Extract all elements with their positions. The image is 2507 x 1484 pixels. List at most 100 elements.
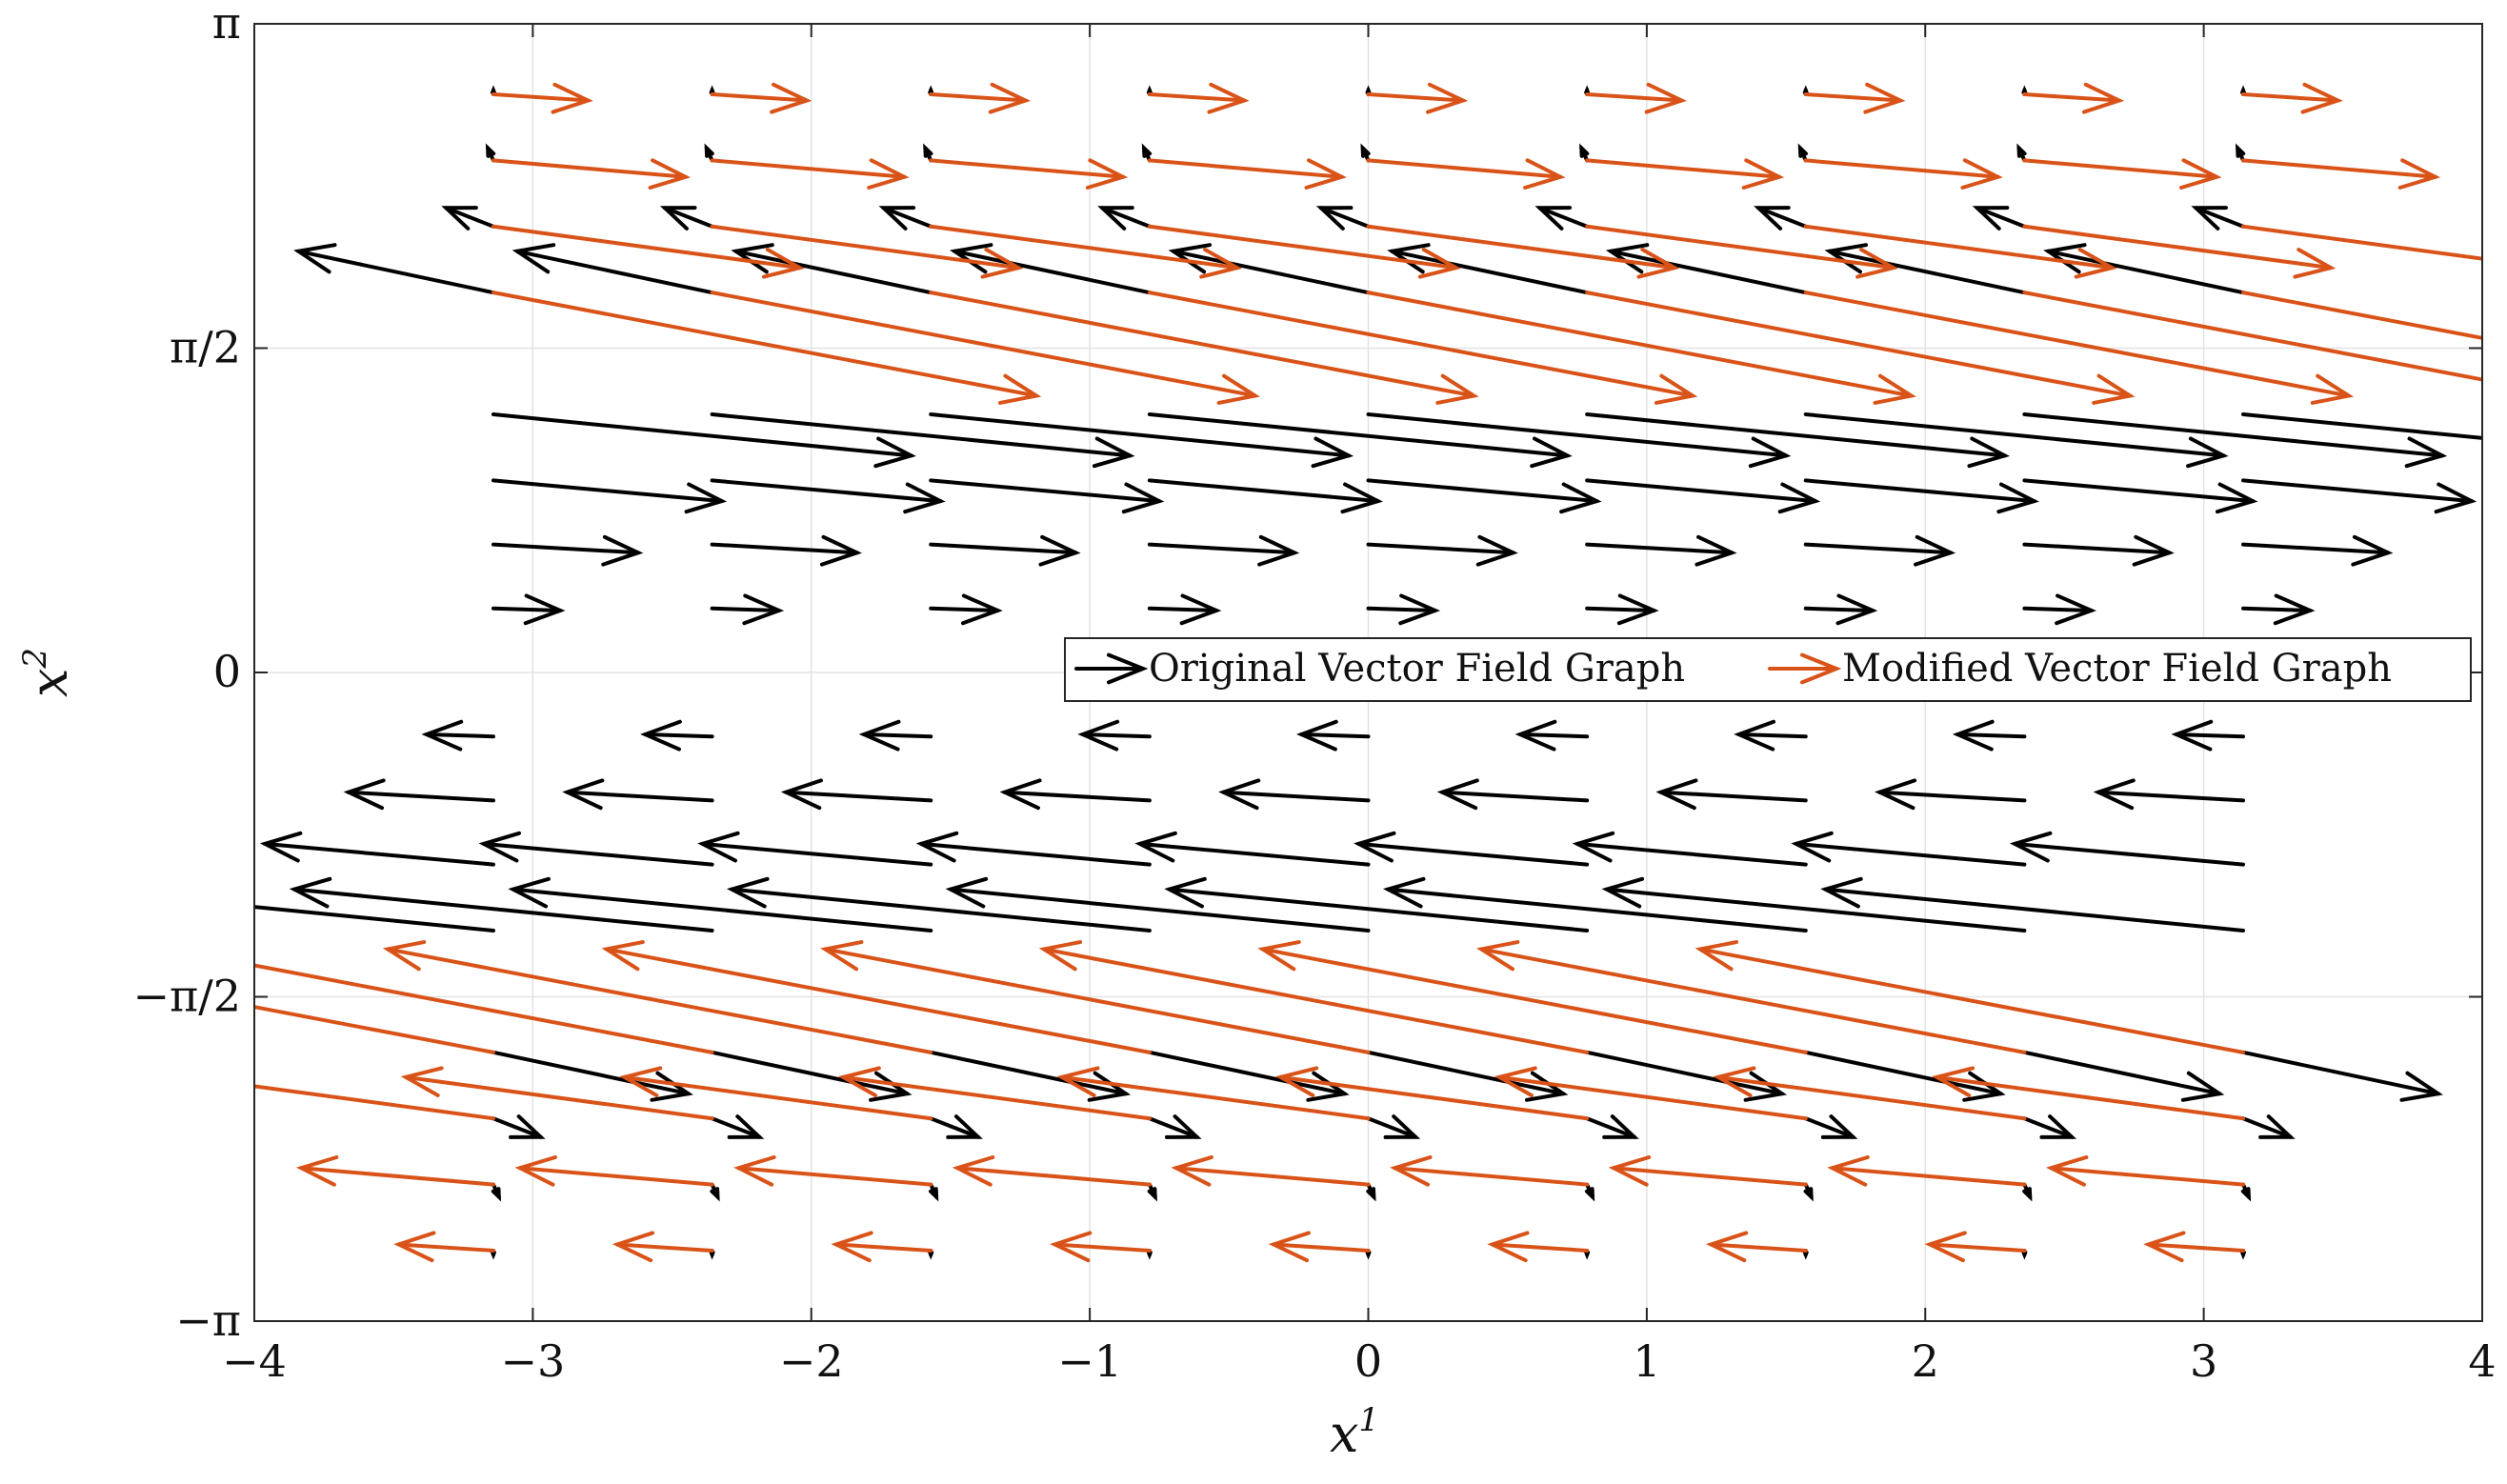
vector-arrow-shaft: [919, 841, 1152, 867]
vector-arrow-head: [923, 143, 933, 158]
vector-arrow-shaft: [1440, 790, 1590, 803]
vector-arrow-shaft: [823, 947, 1371, 1054]
legend-box: [1064, 637, 2472, 702]
vector-arrow: [923, 143, 933, 163]
vector-arrow-head: [1038, 534, 1081, 567]
vector-arrow: [710, 412, 1135, 469]
vector-arrow-head: [1824, 243, 1868, 274]
vector-arrow-shaft: [514, 249, 714, 295]
vector-arrow: [2022, 291, 2482, 382]
vector-arrow-shaft: [2022, 291, 2482, 382]
vector-arrow: [2022, 534, 2175, 567]
vector-arrow: [915, 831, 1152, 867]
vector-arrow: [929, 224, 1243, 279]
vector-arrow-head: [1218, 778, 1261, 811]
vector-arrow-head: [1475, 940, 1520, 972]
vector-arrow-head: [1365, 1250, 1372, 1260]
vector-arrow-head: [1487, 1231, 1530, 1263]
vector-arrow-shaft: [1585, 542, 1735, 555]
x-tick-label: −3: [500, 1335, 565, 1387]
y-tick-label: π/2: [170, 321, 241, 372]
vector-arrow-shaft: [929, 158, 1125, 179]
vector-arrow: [1147, 534, 1300, 567]
vector-arrow-head: [1932, 1066, 1976, 1097]
vector-arrow-head: [514, 1154, 557, 1187]
legend-arrow-original: [1074, 652, 1149, 685]
vector-arrow-shaft: [948, 887, 1371, 933]
vector-arrow-head: [1636, 248, 1680, 279]
vector-arrow-head: [998, 373, 1042, 405]
vector-arrow-shaft: [1697, 947, 2246, 1054]
legend-arrow-modified-head: [1800, 652, 1842, 685]
vector-arrow: [1315, 206, 1371, 231]
vector-arrow-head: [1644, 82, 1687, 114]
vector-arrow-shaft: [2241, 158, 2437, 179]
vector-arrow-shaft: [2022, 92, 2121, 103]
vector-arrow-head: [1436, 778, 1479, 811]
vector-arrow: [254, 905, 495, 933]
vector-arrow-shaft: [1386, 887, 1808, 933]
vector-arrow: [1585, 478, 1821, 514]
vector-arrow: [952, 1154, 1152, 1187]
vector-arrow: [929, 478, 1165, 514]
vector-arrow: [259, 831, 495, 867]
vector-arrow-shaft: [1390, 249, 1590, 295]
vector-arrow-shaft: [733, 249, 933, 295]
vector-arrow: [1803, 412, 2229, 469]
vector-arrow-shaft: [1221, 790, 1371, 803]
vector-arrow-shaft: [491, 224, 802, 271]
vector-arrow-head: [1382, 876, 1426, 909]
vector-arrow-shaft: [491, 412, 913, 458]
vector-arrow-head: [873, 436, 916, 469]
x-tick-label: −4: [222, 1335, 287, 1387]
vector-arrow: [1585, 593, 1659, 626]
x-tick-label: −1: [1057, 1335, 1122, 1387]
vector-arrow-head: [1873, 373, 1916, 405]
vector-arrow: [929, 82, 1032, 114]
vector-arrow-shaft: [2096, 790, 2246, 803]
vector-arrow-shaft: [2022, 224, 2334, 271]
vector-arrow-shaft: [386, 947, 933, 1054]
vector-arrow: [1705, 1231, 1808, 1263]
vector-arrow-head: [1199, 248, 1243, 279]
vector-arrow-head: [1494, 1066, 1537, 1097]
vector-arrow: [1295, 719, 1371, 752]
vector-arrow-head: [1134, 831, 1177, 863]
vector-arrow-shaft: [1173, 1166, 1371, 1187]
vector-arrow: [478, 831, 714, 867]
vector-arrow-head: [952, 1154, 995, 1187]
vector-arrow: [491, 82, 593, 114]
vector-arrow-shaft: [1537, 206, 1590, 229]
vector-arrow-head: [491, 85, 496, 95]
vector-arrow-head: [928, 1250, 934, 1260]
vector-arrow-head: [1216, 373, 1261, 405]
vector-arrow-head: [1171, 1154, 1213, 1187]
vector-arrow-head: [1695, 534, 1737, 567]
vector-arrow-head: [2039, 1114, 2077, 1139]
vector-arrow: [1584, 1182, 1595, 1202]
vector-arrow-head: [960, 593, 1003, 626]
vector-arrow-head: [1602, 1114, 1639, 1139]
vector-arrow-shaft: [444, 206, 495, 229]
vector-arrow-head: [2180, 1071, 2225, 1102]
vector-arrow-shaft: [710, 606, 781, 612]
vector-arrow: [929, 1182, 939, 1202]
vector-arrow: [2093, 778, 2246, 811]
vector-arrow-head: [1802, 1250, 1809, 1260]
vector-arrow: [710, 291, 1261, 405]
vector-arrow-head: [1803, 1187, 1814, 1202]
vector-arrow-shaft: [1080, 732, 1152, 739]
vector-arrow-head: [640, 719, 682, 752]
vector-arrow-head: [293, 243, 337, 274]
vector-arrow: [1366, 478, 1602, 514]
vector-arrow-shaft: [1278, 1074, 1590, 1121]
vector-arrow-shaft: [1167, 887, 1590, 933]
vector-arrow-shaft: [254, 1084, 495, 1121]
vector-arrow-head: [1390, 1154, 1433, 1187]
vector-arrow-shaft: [2241, 1050, 2440, 1096]
vector-arrow: [491, 534, 644, 567]
vector-arrow-head: [999, 778, 1042, 811]
vector-arrow: [1147, 158, 1347, 191]
vector-arrow-head: [619, 1066, 663, 1097]
vector-arrow-shaft: [1147, 291, 1695, 398]
